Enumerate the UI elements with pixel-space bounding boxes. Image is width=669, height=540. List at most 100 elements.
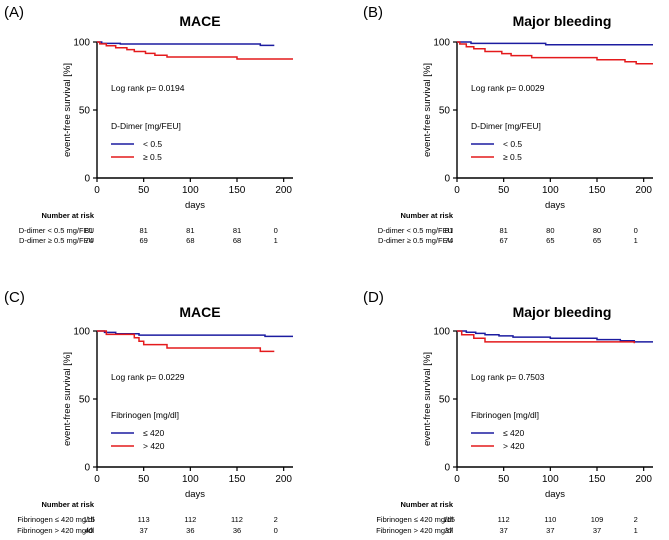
series-line-high [97,330,275,353]
x-tick-label: 200 [635,474,652,485]
log-rank-annotation: Log rank p= 0.0229 [111,372,185,382]
risk-value: 37 [445,526,453,535]
risk-value: 36 [233,526,241,535]
y-tick-label: 100 [73,38,90,49]
panel-label: (A) [4,4,24,21]
legend-title: D-Dimer [mg/FEU] [471,121,541,131]
y-tick-label: 50 [79,106,91,117]
x-axis-label: days [545,489,565,500]
risk-value: 36 [186,526,194,535]
panel-a: (A) MACE 0 50 100 150 200 0 50 100 days event-free … [4,4,293,245]
risk-row-label: Fibrinogen > 420 mg/dl [376,526,453,535]
x-axis-label: days [185,489,205,500]
y-axis-label: event-free survival [%] [422,352,433,446]
risk-table-header: Number at risk [41,500,94,509]
risk-value: 110 [544,515,556,524]
legend-label: ≤ 420 [143,428,164,438]
series-line-high [457,330,636,344]
chart-title: Major bleeding [513,13,612,29]
x-axis-label: days [185,200,205,211]
risk-value: 113 [138,515,150,524]
risk-value: 1 [274,236,278,245]
risk-value: 0 [634,226,638,235]
x-tick-label: 200 [275,474,292,485]
y-tick-label: 50 [439,395,451,406]
y-tick-label: 100 [433,327,450,338]
risk-value: 68 [233,236,241,245]
risk-value: 74 [85,236,93,245]
y-tick-label: 100 [73,327,90,338]
risk-value: 37 [139,526,147,535]
legend-title: D-Dimer [mg/FEU] [111,121,181,131]
x-tick-label: 0 [94,474,100,485]
x-tick-label: 100 [542,185,559,196]
risk-value: 65 [593,236,601,245]
x-axis-label: days [545,200,565,211]
chart-title: MACE [179,304,220,320]
risk-value: 81 [445,226,453,235]
series-line-high [97,41,293,60]
risk-value: 115 [443,515,455,524]
risk-table-header: Number at risk [41,211,94,220]
x-tick-label: 200 [275,185,292,196]
x-tick-label: 150 [589,474,606,485]
y-tick-label: 50 [79,395,91,406]
log-rank-annotation: Log rank p= 0.7503 [471,372,545,382]
risk-value: 65 [546,236,554,245]
x-tick-label: 100 [542,474,559,485]
legend-label: ≥ 0.5 [143,152,162,162]
y-tick-label: 100 [433,38,450,49]
risk-value: 109 [591,515,604,524]
risk-value: 81 [499,226,507,235]
risk-value: 112 [231,515,243,524]
x-tick-label: 50 [498,474,510,485]
series-line-low [97,41,275,47]
risk-value: 37 [593,526,601,535]
risk-row-label: D-dimer < 0.5 mg/FEU [378,226,453,235]
x-tick-label: 0 [94,185,100,196]
legend-label: > 420 [503,441,525,451]
risk-value: 81 [85,226,93,235]
risk-row-label: Fibrinogen ≤ 420 mg/dl [17,515,94,524]
risk-value: 81 [186,226,194,235]
series-line-high [457,41,653,65]
risk-value: 81 [139,226,147,235]
y-tick-label: 0 [84,463,90,474]
x-tick-label: 150 [229,474,246,485]
x-tick-label: 0 [454,185,460,196]
x-tick-label: 0 [454,474,460,485]
risk-value: 0 [274,526,278,535]
panel-label: (C) [4,289,25,306]
risk-value: 0 [274,226,278,235]
risk-value: 69 [139,236,147,245]
legend-label: < 0.5 [143,139,162,149]
chart-title: MACE [179,13,220,29]
risk-row-label: D-dimer ≥ 0.5 mg/FEU [19,236,94,245]
risk-value: 37 [499,526,507,535]
risk-value: 67 [499,236,507,245]
y-tick-label: 0 [444,463,450,474]
panel-label: (B) [363,4,383,21]
log-rank-annotation: Log rank p= 0.0194 [111,83,185,93]
legend-label: ≤ 420 [503,428,524,438]
x-tick-label: 50 [138,185,150,196]
x-tick-label: 50 [138,474,150,485]
risk-value: 40 [85,526,93,535]
risk-value: 74 [445,236,453,245]
legend-title: Fibrinogen [mg/dl] [111,410,179,420]
y-tick-label: 0 [84,174,90,185]
panel-label: (D) [363,289,384,306]
legend-label: < 0.5 [503,139,522,149]
x-tick-label: 100 [182,185,199,196]
risk-value: 37 [546,526,554,535]
risk-value: 68 [186,236,194,245]
y-axis-label: event-free survival [%] [62,352,73,446]
y-axis-label: event-free survival [%] [62,63,73,157]
risk-value: 2 [634,515,638,524]
risk-row-label: Fibrinogen > 420 mg/dl [17,526,94,535]
risk-row-label: Fibrinogen ≤ 420 mg/dl [376,515,453,524]
risk-value: 80 [546,226,554,235]
x-tick-label: 150 [229,185,246,196]
y-axis-label: event-free survival [%] [422,63,433,157]
